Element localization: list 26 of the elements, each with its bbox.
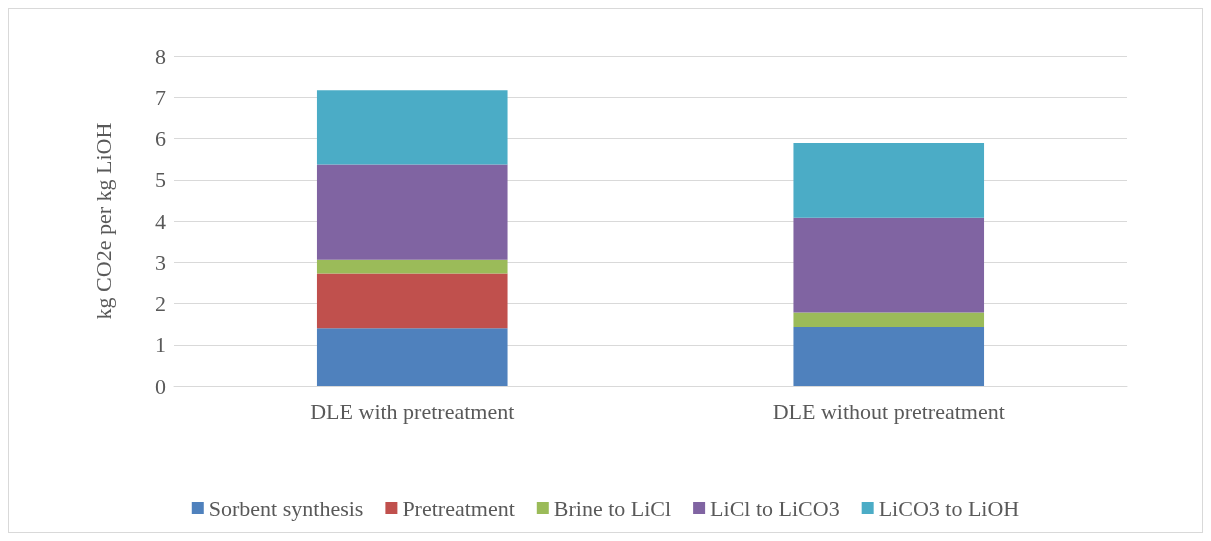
y-tick-label: 3	[155, 249, 166, 275]
legend-label: Brine to LiCl	[553, 495, 672, 521]
bar	[793, 143, 985, 218]
legend-label: LiCl to LiCO3	[710, 495, 840, 521]
y-tick-label: 6	[155, 126, 166, 151]
y-axis-title: kg CO2e per kg LiOH	[90, 122, 116, 320]
bar	[316, 164, 508, 260]
bar	[793, 217, 985, 313]
y-tick-label: 2	[155, 291, 166, 316]
bar	[316, 259, 508, 274]
bar	[793, 312, 985, 328]
x-tick-label: DLE with pretreatment	[310, 398, 515, 424]
y-tick-label: 8	[155, 43, 166, 69]
y-tick-label: 7	[155, 84, 166, 110]
y-tick-label: 4	[155, 208, 166, 234]
bar	[316, 328, 508, 386]
y-tick-label: 5	[155, 167, 166, 193]
legend-label: Sorbent synthesis	[208, 495, 364, 521]
bar	[316, 90, 508, 165]
legend-label: LiCO3 to LiOH	[878, 495, 1020, 521]
y-tick-label: 0	[155, 373, 166, 399]
bar	[793, 327, 985, 386]
x-tick-label: DLE without pretreatment	[772, 398, 1005, 424]
legend-label: Pretreatment	[402, 495, 515, 521]
bar	[316, 273, 508, 329]
y-tick-label: 1	[155, 332, 166, 358]
